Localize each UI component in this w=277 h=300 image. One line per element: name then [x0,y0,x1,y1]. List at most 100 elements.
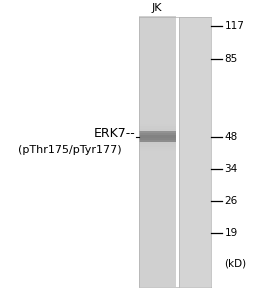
Bar [138,32,176,34]
Bar [138,174,176,176]
Bar [138,187,176,190]
Text: ERK7--: ERK7-- [94,127,136,140]
Bar [138,167,176,169]
Bar [138,219,176,221]
Bar [138,142,176,145]
Bar [138,214,176,217]
Bar [138,64,176,66]
Text: 34: 34 [224,164,238,175]
Bar [138,131,176,134]
Bar [138,41,176,44]
Bar [138,30,176,32]
Text: JK: JK [152,3,162,14]
Bar [138,21,176,23]
Bar [138,61,176,64]
Bar [138,129,176,131]
Bar [138,45,176,48]
Bar [138,165,176,167]
Bar [138,88,176,91]
Bar [138,95,176,98]
Text: 48: 48 [224,131,238,142]
Bar [138,162,176,165]
Bar [138,264,176,266]
Bar [138,250,176,253]
Bar [138,133,176,136]
Bar [138,205,176,208]
Bar [138,122,176,124]
Bar [138,23,176,26]
Bar [138,86,176,88]
Bar [138,57,176,59]
Bar [138,117,176,120]
Bar [138,48,176,50]
Bar [138,171,176,174]
Bar [138,68,176,70]
Bar [138,81,176,84]
Bar [138,203,176,206]
Bar [138,217,176,219]
Bar [138,34,176,37]
Bar [138,145,176,147]
Bar [138,255,176,257]
Bar [138,109,176,111]
Bar [138,252,176,255]
Bar [138,75,176,77]
Bar [138,106,176,109]
Bar [138,138,176,140]
Bar [138,234,176,237]
Bar [138,176,176,178]
Bar [138,126,176,129]
Bar [138,237,176,239]
Bar [138,201,176,203]
Bar [138,66,176,68]
Bar [138,136,176,138]
Bar [138,104,176,106]
Bar [138,198,176,201]
Text: 85: 85 [224,53,238,64]
Bar [138,153,176,156]
Text: (pThr175/pTyr177): (pThr175/pTyr177) [18,145,122,155]
Bar [138,239,176,242]
Bar [138,277,176,280]
Text: 19: 19 [224,227,238,238]
Bar [138,160,176,163]
Bar [138,91,176,93]
Bar [138,151,176,154]
Bar [138,156,176,158]
Bar [138,79,176,82]
Bar [138,84,176,86]
Bar [138,248,176,250]
Bar [138,266,176,268]
Bar [138,39,176,41]
Bar [138,232,176,235]
Bar [138,246,176,248]
Bar [138,169,176,172]
Bar [138,178,176,181]
Bar [138,50,176,52]
Bar [138,208,176,210]
Bar [138,115,176,118]
Bar [138,43,176,46]
Bar [138,73,176,75]
Bar [138,230,176,232]
Bar [138,16,176,19]
Bar [138,273,176,275]
Bar [138,196,176,199]
Bar [138,210,176,212]
Bar [138,225,176,228]
Bar [138,59,176,62]
Bar [138,120,176,122]
Bar [138,111,176,113]
Bar [138,102,176,104]
Bar [138,180,176,183]
Text: (kD): (kD) [224,259,247,269]
Bar [138,36,176,39]
Bar [138,212,176,214]
Bar [138,185,176,188]
Bar [138,259,176,262]
Bar [138,192,176,194]
Bar [138,124,176,127]
Bar [138,18,176,21]
Bar [138,271,176,273]
Bar [138,241,176,244]
